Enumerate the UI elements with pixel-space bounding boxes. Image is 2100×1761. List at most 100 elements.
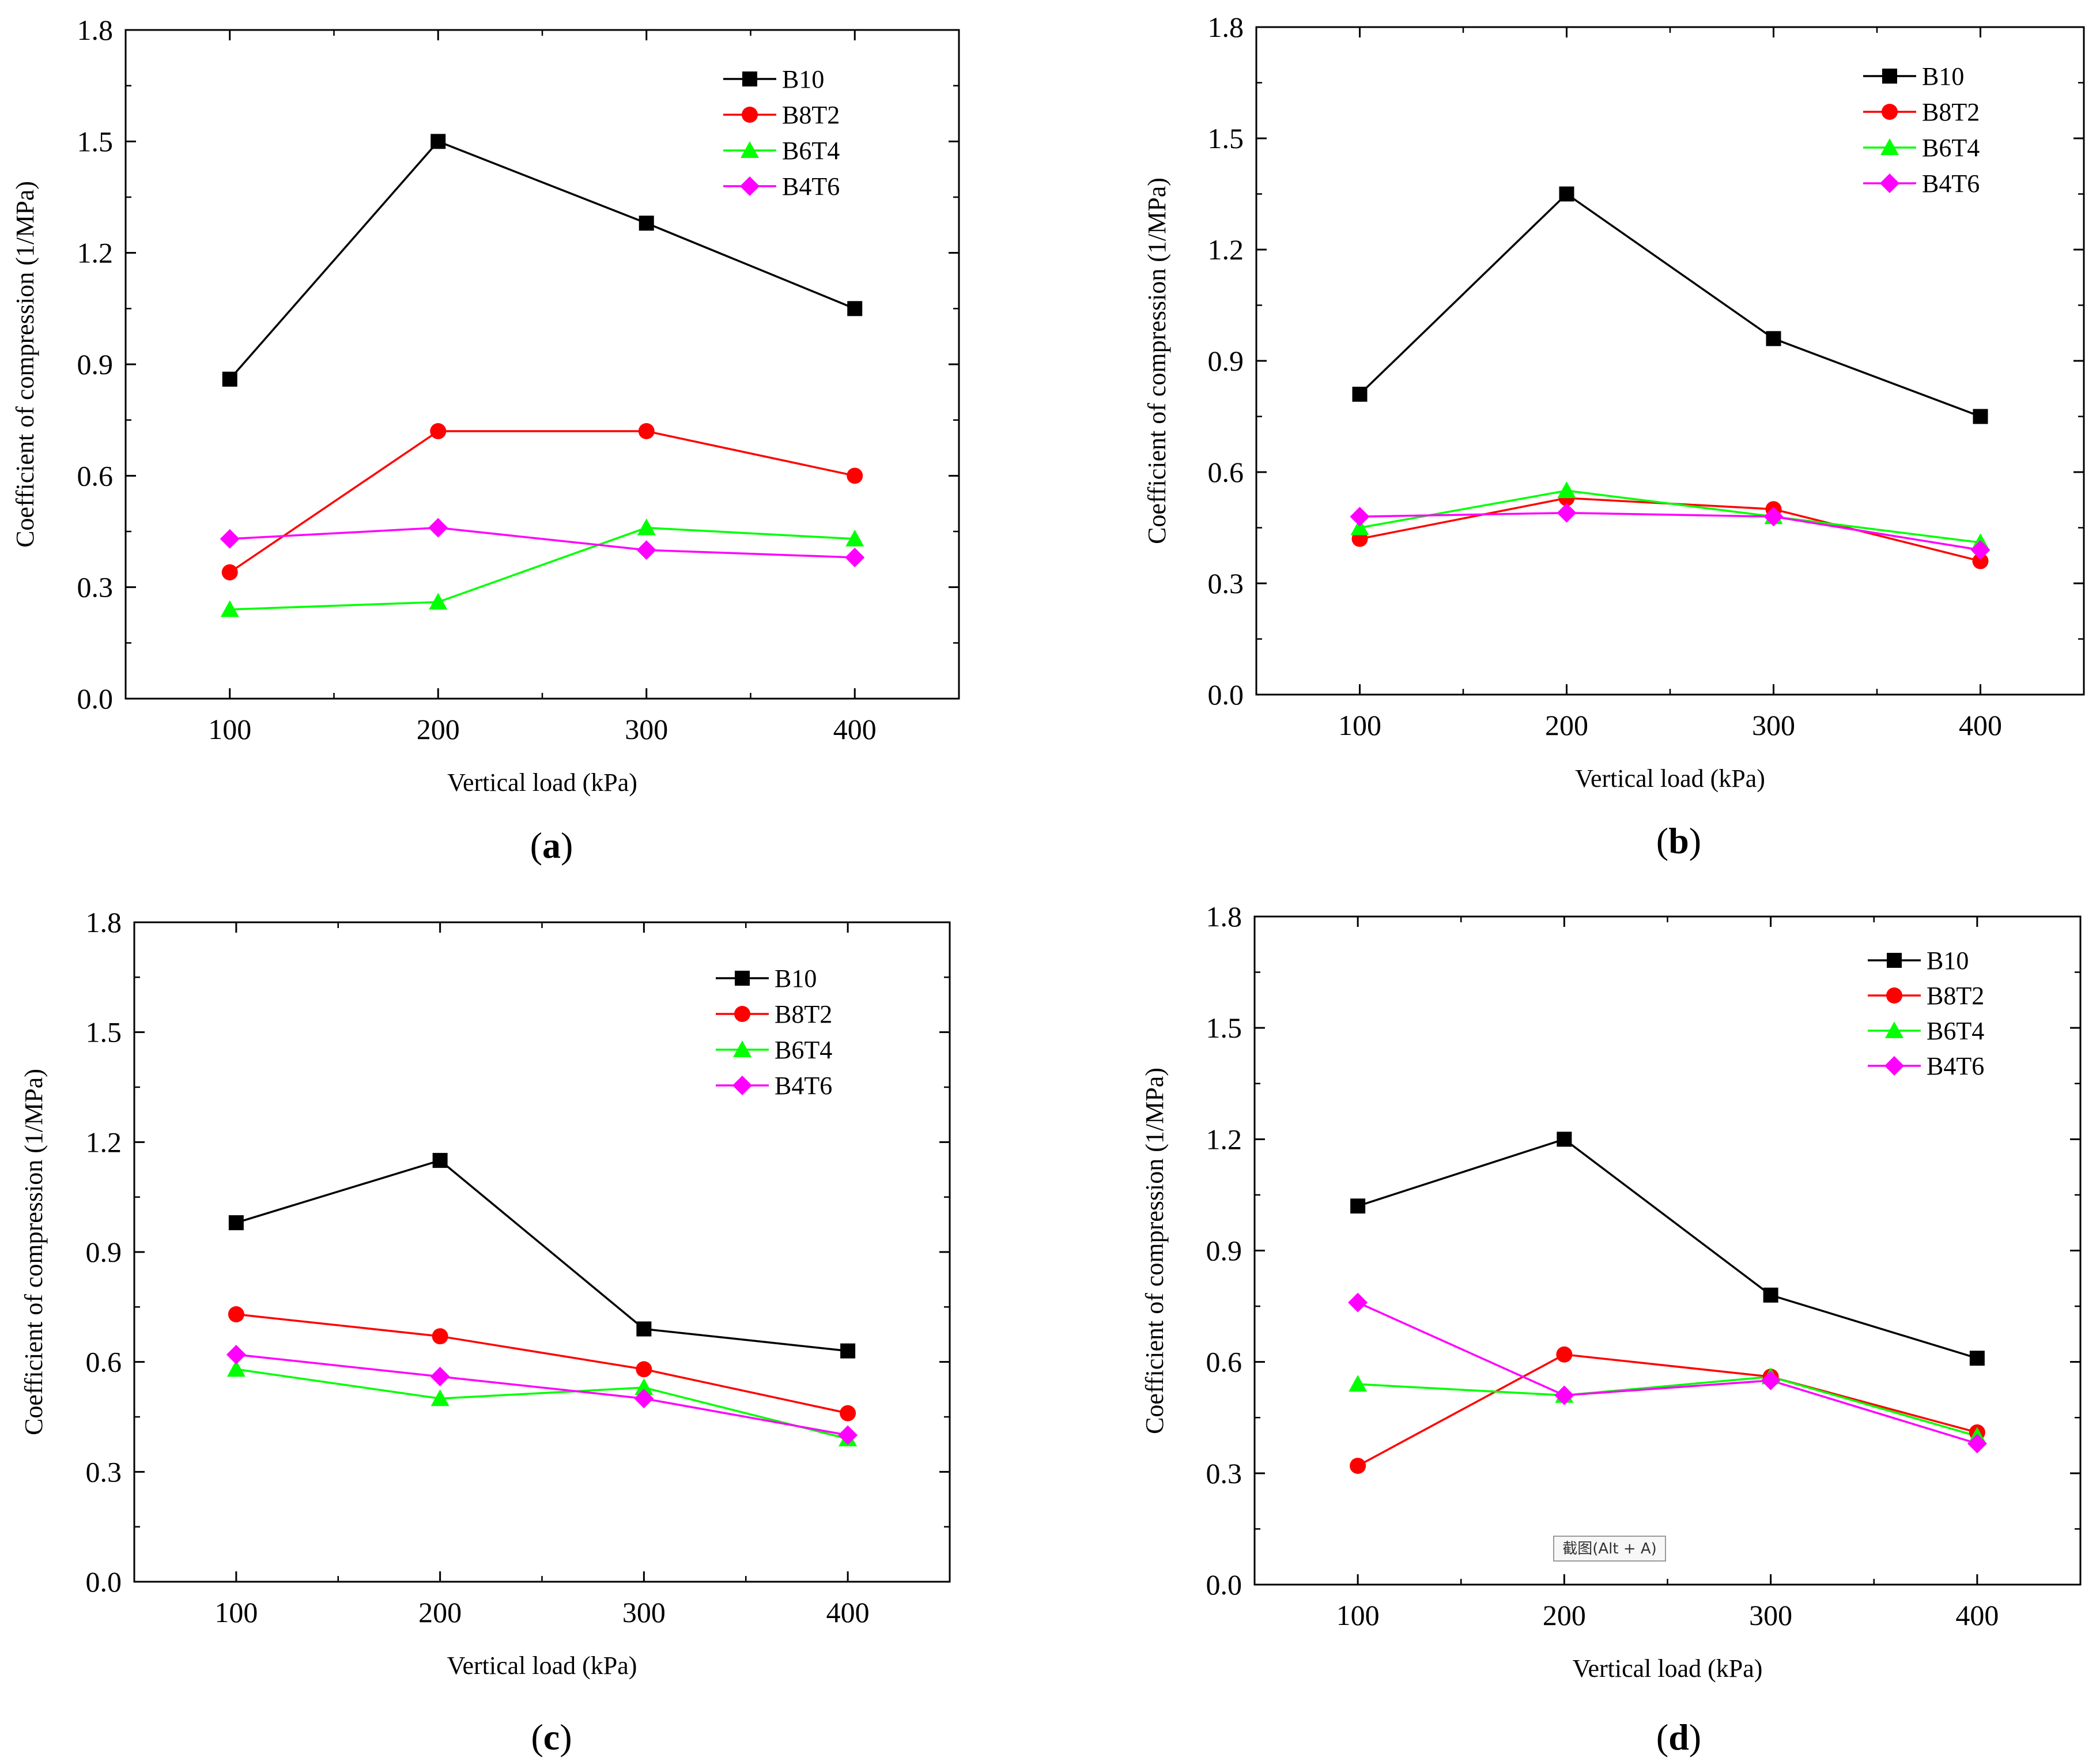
y-axis-label: Coefficient of compression (1/MPa) [20, 1069, 48, 1435]
x-tick-label: 300 [622, 1596, 666, 1628]
series-line-b8t2 [1357, 1353, 1978, 1467]
data-point-b10 [1559, 186, 1574, 202]
series-line-b8t2 [229, 430, 855, 574]
legend-marker-b10 [742, 71, 757, 86]
data-point-b6t4 [220, 600, 239, 617]
legend-label-b8t2: B8T2 [1922, 98, 1980, 126]
y-tick-label: 0.9 [77, 348, 114, 380]
y-tick-label: 1.2 [77, 237, 114, 269]
data-point-b4t6 [1761, 1370, 1781, 1390]
data-point-b8t2 [1556, 1346, 1573, 1363]
legend-label-b8t2: B8T2 [782, 101, 840, 129]
data-point-b6t4 [1350, 518, 1369, 536]
data-point-b10 [636, 1321, 652, 1337]
data-point-b4t6 [636, 540, 656, 560]
legend-label-b4t6: B4T6 [1922, 169, 1980, 198]
legend-label-b8t2: B8T2 [1927, 982, 1984, 1010]
y-tick-label: 0.3 [77, 571, 114, 604]
data-point-b4t6 [1557, 503, 1577, 523]
legend-marker-b4t6 [1884, 1056, 1904, 1076]
chart-panel-d: 0.0 0.3 0.6 0.9 1.2 1.5 1.8 100 200 300 400 Vertica… [1140, 900, 2082, 1758]
data-point-b8t2 [430, 423, 447, 439]
y-tick-label: 0.6 [86, 1346, 122, 1378]
data-point-b10 [1350, 1198, 1366, 1214]
series-line-b4t6 [236, 1353, 848, 1436]
series-line-b10 [236, 1159, 848, 1352]
data-point-b4t6 [430, 1367, 450, 1387]
data-point-b8t2 [847, 467, 863, 484]
y-tick-label: 0.3 [1206, 1457, 1242, 1490]
x-tick-label: 100 [214, 1596, 258, 1628]
data-point-b4t6 [845, 548, 865, 568]
y-axis-label: Coefficient of compression (1/MPa) [11, 181, 39, 548]
x-axis-label: Vertical load (kPa) [1575, 764, 1765, 793]
data-point-b6t4 [637, 518, 656, 536]
x-tick-label: 300 [1749, 1599, 1792, 1631]
panel-label: (d) [1656, 1717, 1701, 1758]
legend-marker-b6t4 [1880, 138, 1899, 155]
data-point-b10 [228, 1215, 244, 1231]
y-tick-label: 0.3 [86, 1455, 122, 1488]
data-point-b8t2 [221, 564, 238, 580]
series-line-b8t2 [1359, 497, 1981, 563]
data-point-b10 [1973, 409, 1988, 424]
legend-label-b4t6: B4T6 [775, 1072, 832, 1100]
y-axis-label: Coefficient of compression (1/MPa) [1140, 1068, 1169, 1434]
x-tick-label: 400 [833, 713, 877, 745]
panel-label: (c) [531, 1717, 572, 1758]
y-tick-label: 0.0 [86, 1566, 122, 1598]
x-tick-label: 200 [1543, 1599, 1586, 1631]
legend-label-b10: B10 [782, 65, 824, 93]
data-point-b8t2 [432, 1328, 448, 1345]
x-tick-label: 200 [1545, 709, 1588, 741]
chart-panel-c: 0.0 0.3 0.6 0.9 1.2 1.5 1.8 100 200 300 400 Vertica… [20, 906, 951, 1758]
data-point-b6t4 [430, 1389, 450, 1406]
y-tick-label: 1.2 [1206, 1123, 1242, 1155]
legend-label-b10: B10 [1927, 947, 1969, 975]
y-tick-label: 0.0 [1206, 1568, 1242, 1601]
data-point-b4t6 [226, 1344, 246, 1364]
y-tick-label: 0.9 [1206, 1235, 1242, 1267]
data-point-b8t2 [1350, 1457, 1366, 1474]
data-point-b10 [430, 134, 446, 149]
x-tick-label: 100 [1336, 1599, 1380, 1631]
y-tick-label: 0.6 [1206, 1346, 1242, 1378]
data-point-b10 [847, 301, 863, 316]
data-point-b4t6 [428, 518, 448, 538]
x-tick-label: 200 [418, 1596, 462, 1628]
tooltip-text: 截图(Alt + A) [1562, 1540, 1657, 1558]
series-line-b8t2 [236, 1313, 848, 1415]
y-tick-label: 1.8 [1206, 900, 1242, 933]
data-point-b10 [840, 1343, 856, 1359]
legend-label-b6t4: B6T4 [1922, 134, 1980, 162]
x-tick-label: 300 [1752, 709, 1795, 741]
y-tick-label: 0.0 [77, 682, 114, 715]
data-point-b10 [1352, 386, 1368, 402]
panel-label: (b) [1656, 820, 1701, 861]
series-line-b6t4 [229, 526, 855, 611]
y-tick-label: 1.2 [86, 1126, 122, 1158]
legend-marker-b10 [1882, 69, 1897, 84]
panel-label: (a) [530, 825, 573, 866]
chart-panel-a: 0.0 0.3 0.6 0.9 1.2 1.5 1.8 100 200 300 400 Vertica… [11, 14, 960, 866]
data-point-b8t2 [1972, 553, 1989, 570]
screenshot-tooltip: 截图(Alt + A) [1553, 1536, 1666, 1562]
legend-label-b4t6: B4T6 [1927, 1052, 1984, 1080]
tooltip-box [1553, 1536, 1666, 1562]
y-tick-label: 0.3 [1208, 567, 1244, 599]
x-tick-label: 400 [1955, 1599, 1999, 1631]
data-point-b6t4 [845, 529, 864, 546]
plot-frame [124, 29, 960, 700]
data-point-b4t6 [1763, 507, 1784, 527]
y-tick-label: 1.5 [1206, 1012, 1242, 1044]
data-point-b6t4 [1557, 481, 1576, 499]
series-line-b6t4 [236, 1368, 848, 1440]
plot-frame [1255, 26, 2085, 696]
x-tick-label: 400 [1959, 709, 2002, 741]
legend-marker-b8t2 [742, 107, 758, 123]
x-tick-label: 200 [417, 713, 460, 745]
series-line-b10 [1357, 1138, 1978, 1359]
data-point-b6t4 [1349, 1375, 1368, 1392]
data-point-b4t6 [1350, 507, 1370, 527]
